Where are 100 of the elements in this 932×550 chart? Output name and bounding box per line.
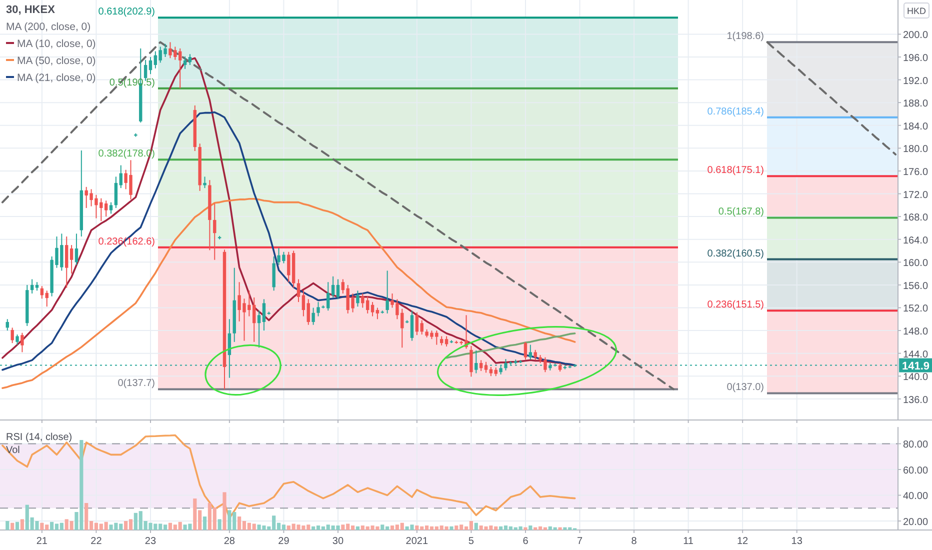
candlestick xyxy=(528,344,532,360)
bar xyxy=(20,519,24,530)
candlestick xyxy=(70,244,74,274)
y-tick-label: 164.0 xyxy=(903,235,928,246)
annotation: MA (200, close, 0) xyxy=(6,21,91,33)
ref-line-label: 0(137.7) xyxy=(118,378,155,390)
ref-line-label: 0.382(160.5) xyxy=(707,248,764,260)
candlestick xyxy=(183,56,187,70)
candlestick xyxy=(440,336,444,346)
y-tick-label: 156.0 xyxy=(903,280,928,292)
y-tick-label: 172.0 xyxy=(903,190,928,201)
candlestick xyxy=(109,202,113,214)
x-tick-label: 8 xyxy=(631,536,638,547)
bar xyxy=(15,522,20,530)
candlestick xyxy=(312,307,315,326)
y-tick-label: 40.00 xyxy=(903,491,928,502)
ref-line-label: 0.618(202.9) xyxy=(98,6,155,18)
candlestick xyxy=(119,164,122,189)
line-series xyxy=(2,198,576,389)
candlestick xyxy=(534,349,537,361)
legend-label: MA (21, close, 0) xyxy=(17,72,96,84)
y-tick-label: 144.0 xyxy=(903,349,928,360)
line-series xyxy=(2,111,576,371)
candlestick xyxy=(306,298,310,326)
candlestick xyxy=(479,360,483,372)
candlestick xyxy=(30,278,34,294)
candlestick xyxy=(6,318,9,332)
legend-label: MA (50, close, 0) xyxy=(17,55,96,67)
candlestick xyxy=(336,278,340,300)
candlestick xyxy=(213,202,216,260)
candlestick xyxy=(302,290,306,317)
candlestick xyxy=(444,336,448,347)
candlestick xyxy=(356,290,360,308)
candlestick xyxy=(410,310,414,342)
y-tick-label: 192.0 xyxy=(903,76,928,87)
y-tick-label: 140.0 xyxy=(903,372,928,384)
y-tick-label: 136.0 xyxy=(903,394,928,406)
candlestick xyxy=(262,298,266,332)
y-tick-label: 152.0 xyxy=(903,304,928,315)
y-tick-label: 80.00 xyxy=(903,440,928,451)
candlestick xyxy=(272,256,276,292)
y-tick-label: 160.0 xyxy=(903,258,928,270)
legend-label: MA (10, close, 0) xyxy=(17,38,96,50)
bar xyxy=(218,519,222,530)
ref-line-label: 0.236(151.5) xyxy=(707,300,764,311)
candlestick xyxy=(203,176,206,189)
chart-title: 30, HKEX xyxy=(6,4,56,16)
bar xyxy=(450,526,454,530)
candlestick xyxy=(296,278,300,303)
x-tick-label: 2021 xyxy=(406,536,428,547)
candlestick xyxy=(148,56,152,75)
candlestick xyxy=(474,350,478,374)
bar xyxy=(6,521,10,530)
text: RSI (14, close) xyxy=(6,432,72,443)
candlestick xyxy=(524,341,528,360)
bar xyxy=(222,492,226,530)
bar xyxy=(356,526,360,530)
candlestick xyxy=(20,332,24,353)
bar xyxy=(528,526,532,530)
y-tick-label: 20.00 xyxy=(903,516,928,528)
ref-line-label: 0.786(185.4) xyxy=(707,106,764,118)
candlestick xyxy=(489,366,493,377)
candlestick xyxy=(376,307,380,320)
candlestick xyxy=(16,334,19,346)
x-tick-label: 28 xyxy=(224,536,236,547)
candlestick xyxy=(257,310,261,348)
line-series xyxy=(766,41,897,156)
x-tick-label: 12 xyxy=(737,536,749,547)
line-series xyxy=(1,41,674,390)
x-tick-label: 23 xyxy=(144,536,156,547)
bar xyxy=(10,522,14,530)
y-tick-label: 196.0 xyxy=(903,52,928,64)
candlestick xyxy=(470,345,473,378)
candlestick xyxy=(154,50,158,69)
ref-line-label: 0.5(167.8) xyxy=(718,206,764,218)
x-tick-label: 22 xyxy=(90,536,102,547)
candlestick xyxy=(341,278,345,294)
y-tick-label: 180.0 xyxy=(903,144,928,156)
x-tick-label: 13 xyxy=(791,536,803,547)
candlestick xyxy=(287,251,290,283)
candlestick xyxy=(104,200,108,218)
y-tick-label: 184.0 xyxy=(903,121,928,132)
bar xyxy=(558,527,562,530)
y-tick-label: 168.0 xyxy=(903,212,928,224)
x-tick-label: 11 xyxy=(683,536,694,547)
x-tick-label: 7 xyxy=(576,536,583,547)
ref-line-label: 1(198.6) xyxy=(726,31,764,42)
candlestick xyxy=(45,290,48,308)
candlestick xyxy=(74,233,78,266)
x-tick-label: 29 xyxy=(278,536,290,547)
y-tick-label: 188.0 xyxy=(903,98,928,110)
candlestick xyxy=(10,327,14,344)
x-tick-label: 6 xyxy=(522,536,529,547)
text: HKD xyxy=(906,6,926,16)
candlestick xyxy=(484,361,488,374)
ref-line-label: 141.9 xyxy=(902,360,930,372)
ref-line-label: 0.618(175.1) xyxy=(707,165,764,176)
y-tick-label: 176.0 xyxy=(903,166,928,178)
bar xyxy=(202,516,207,530)
y-tick-label: 60.00 xyxy=(903,465,928,476)
